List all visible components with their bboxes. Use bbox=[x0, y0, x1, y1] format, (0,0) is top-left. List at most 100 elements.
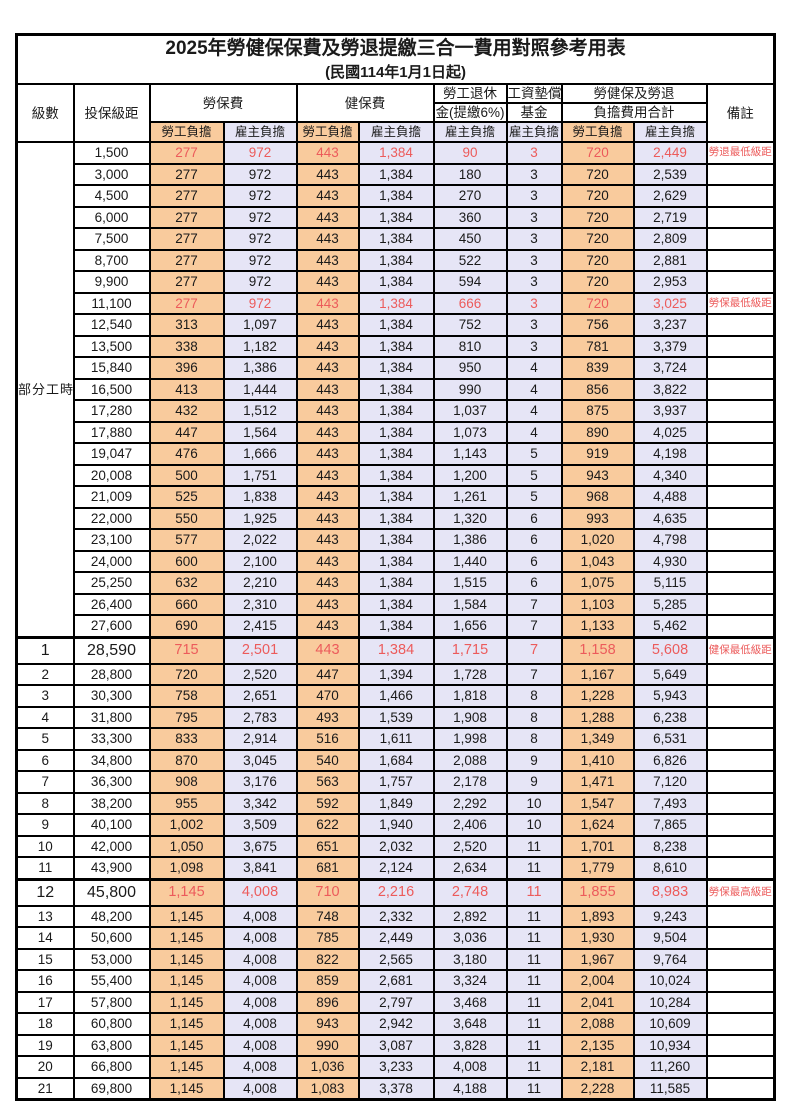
health-employee-cell: 470 bbox=[295, 684, 360, 708]
bracket-cell: 26,400 bbox=[72, 592, 151, 616]
pension-employer-cell: 1,073 bbox=[432, 420, 508, 444]
health-employee-cell: 896 bbox=[295, 990, 360, 1014]
labor-employee-cell: 396 bbox=[148, 356, 225, 380]
fund-employer-cell: 11 bbox=[505, 877, 563, 907]
health-employer-cell: 2,124 bbox=[357, 856, 435, 880]
header-labor-employee-share: 勞工負擔 bbox=[148, 121, 225, 143]
total-employee-cell: 1,133 bbox=[560, 614, 635, 638]
bracket-cell: 15,840 bbox=[72, 356, 151, 380]
level-cell: 20 bbox=[15, 1055, 75, 1079]
fund-employer-cell: 10 bbox=[505, 813, 563, 837]
total-employee-cell: 1,103 bbox=[560, 592, 635, 616]
labor-employer-cell: 1,182 bbox=[222, 334, 298, 358]
total-employee-cell: 1,075 bbox=[560, 571, 635, 595]
pension-employer-cell: 2,520 bbox=[432, 834, 508, 858]
health-employer-cell: 1,384 bbox=[357, 463, 435, 487]
labor-employee-cell: 1,145 bbox=[148, 1076, 225, 1101]
table-row: 1 28,590 715 2,501 443 1,384 1,715 7 1,158 5,608 健… bbox=[15, 635, 776, 665]
remark-cell bbox=[705, 813, 776, 837]
remark-cell bbox=[705, 377, 776, 401]
total-employer-cell: 2,809 bbox=[632, 227, 708, 251]
labor-employee-cell: 1,145 bbox=[148, 1012, 225, 1036]
labor-employee-cell: 277 bbox=[148, 270, 225, 294]
labor-employer-cell: 4,008 bbox=[222, 1055, 298, 1079]
labor-employer-cell: 1,838 bbox=[222, 485, 298, 509]
premium-comparison-table: 2025年勞健保保費及勞退提繳三合一費用對照參考用表 (民國114年1月1日起)… bbox=[15, 33, 777, 1101]
remark-cell bbox=[705, 856, 776, 880]
remark-cell bbox=[705, 990, 776, 1014]
labor-employer-cell: 1,444 bbox=[222, 377, 298, 401]
pension-employer-cell: 666 bbox=[432, 291, 508, 315]
labor-employee-cell: 313 bbox=[148, 313, 225, 337]
remark-cell bbox=[705, 705, 776, 729]
health-employee-cell: 443 bbox=[295, 291, 360, 315]
health-employer-cell: 1,384 bbox=[357, 635, 435, 665]
table-row: 14 50,600 1,145 4,008 785 2,449 3,036 11 1,930 9,… bbox=[15, 926, 776, 950]
table-row: 9 40,100 1,002 3,509 622 1,940 2,406 10 1,624 7,8… bbox=[15, 813, 776, 837]
health-employer-cell: 2,942 bbox=[357, 1012, 435, 1036]
level-cell: 13 bbox=[15, 904, 75, 928]
remark-cell bbox=[705, 748, 776, 772]
total-employee-cell: 1,020 bbox=[560, 528, 635, 552]
pension-employer-cell: 810 bbox=[432, 334, 508, 358]
health-employer-cell: 1,684 bbox=[357, 748, 435, 772]
bracket-cell: 45,800 bbox=[72, 877, 151, 907]
total-employee-cell: 919 bbox=[560, 442, 635, 466]
fund-employer-cell: 11 bbox=[505, 969, 563, 993]
labor-employee-cell: 795 bbox=[148, 705, 225, 729]
header-pension-line2: 金(提繳6%) bbox=[432, 102, 508, 123]
health-employee-cell: 681 bbox=[295, 856, 360, 880]
remark-cell: 勞退最低級距 bbox=[705, 141, 776, 165]
health-employee-cell: 443 bbox=[295, 592, 360, 616]
table-row: 8,700 277 972 443 1,384 522 3 720 2,881 bbox=[17, 248, 776, 272]
labor-employer-cell: 2,415 bbox=[222, 614, 298, 638]
labor-employee-cell: 1,145 bbox=[148, 969, 225, 993]
remark-cell bbox=[705, 662, 776, 686]
total-employee-cell: 2,181 bbox=[560, 1055, 635, 1079]
total-employer-cell: 10,934 bbox=[632, 1033, 708, 1057]
fund-employer-cell: 5 bbox=[505, 485, 563, 509]
labor-employee-cell: 955 bbox=[148, 791, 225, 815]
total-employer-cell: 7,120 bbox=[632, 770, 708, 794]
labor-employer-cell: 2,100 bbox=[222, 549, 298, 573]
total-employer-cell: 4,025 bbox=[632, 420, 708, 444]
health-employee-cell: 443 bbox=[295, 356, 360, 380]
remark-cell bbox=[705, 442, 776, 466]
bracket-cell: 36,300 bbox=[72, 770, 151, 794]
total-employer-cell: 3,025 bbox=[632, 291, 708, 315]
health-employer-cell: 1,384 bbox=[357, 485, 435, 509]
labor-employer-cell: 4,008 bbox=[222, 926, 298, 950]
fund-employer-cell: 11 bbox=[505, 990, 563, 1014]
health-employee-cell: 651 bbox=[295, 834, 360, 858]
level-cell: 11 bbox=[15, 856, 75, 880]
bracket-cell: 8,700 bbox=[72, 248, 151, 272]
bracket-cell: 9,900 bbox=[72, 270, 151, 294]
pension-employer-cell: 4,188 bbox=[432, 1076, 508, 1101]
labor-employee-cell: 1,145 bbox=[148, 904, 225, 928]
fund-employer-cell: 4 bbox=[505, 356, 563, 380]
table-row: 18 60,800 1,145 4,008 943 2,942 3,648 11 2,088 10… bbox=[15, 1012, 776, 1036]
pension-employer-cell: 1,998 bbox=[432, 727, 508, 751]
table-row: 6 34,800 870 3,045 540 1,684 2,088 9 1,410 6,826 bbox=[15, 748, 776, 772]
health-employee-cell: 1,036 bbox=[295, 1055, 360, 1079]
labor-employer-cell: 1,386 bbox=[222, 356, 298, 380]
level-cell: 9 bbox=[15, 813, 75, 837]
health-employee-cell: 443 bbox=[295, 270, 360, 294]
bracket-cell: 7,500 bbox=[72, 227, 151, 251]
total-employee-cell: 720 bbox=[560, 227, 635, 251]
health-employer-cell: 3,233 bbox=[357, 1055, 435, 1079]
table-row: 17 57,800 1,145 4,008 896 2,797 3,468 11 2,041 10… bbox=[15, 990, 776, 1014]
total-employer-cell: 2,719 bbox=[632, 205, 708, 229]
remark-cell bbox=[705, 506, 776, 530]
remark-cell bbox=[705, 1012, 776, 1036]
total-employer-cell: 2,629 bbox=[632, 184, 708, 208]
total-employer-cell: 10,609 bbox=[632, 1012, 708, 1036]
total-employer-cell: 4,340 bbox=[632, 463, 708, 487]
table-row: 15 53,000 1,145 4,008 822 2,565 3,180 11 1,967 9,… bbox=[15, 947, 776, 971]
total-employee-cell: 1,930 bbox=[560, 926, 635, 950]
remark-cell bbox=[705, 356, 776, 380]
table-row: 19 63,800 1,145 4,008 990 3,087 3,828 11 2,135 10… bbox=[15, 1033, 776, 1057]
total-employee-cell: 2,088 bbox=[560, 1012, 635, 1036]
bracket-cell: 28,590 bbox=[72, 635, 151, 665]
health-employee-cell: 443 bbox=[295, 485, 360, 509]
